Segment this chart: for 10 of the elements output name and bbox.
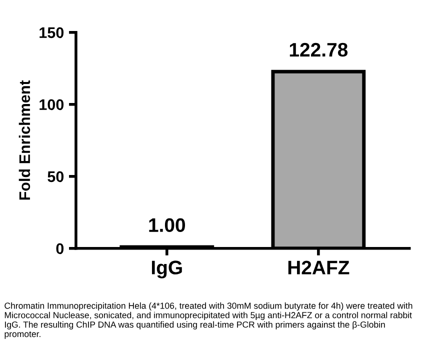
x-tick-label: IgG bbox=[152, 260, 182, 278]
data-label: 122.78 bbox=[290, 42, 348, 57]
y-axis-title: Fold Enrichment bbox=[18, 80, 30, 200]
data-label: 1.00 bbox=[149, 218, 186, 232]
x-tick-label: H2AFZ bbox=[288, 260, 350, 274]
y-tick-label: 0 bbox=[56, 243, 64, 254]
y-tick-label: 150 bbox=[40, 27, 64, 38]
text: Chromatin Immunoprecipitation Hela (4*106, treated with 30mM sodium butyrate for 4h) were treated with Micrococcal Nuclease, sonicated, and immunoprecipitated with 5µg anti-H2AFZ or a control normal rabbit IgG. The resulting ChIP DNA was quantified using real-time PCR with primers against the β-Globin promoter. bbox=[4, 302, 412, 339]
y-tick-label: 100 bbox=[40, 99, 64, 110]
y-tick-label: 50 bbox=[48, 171, 64, 182]
